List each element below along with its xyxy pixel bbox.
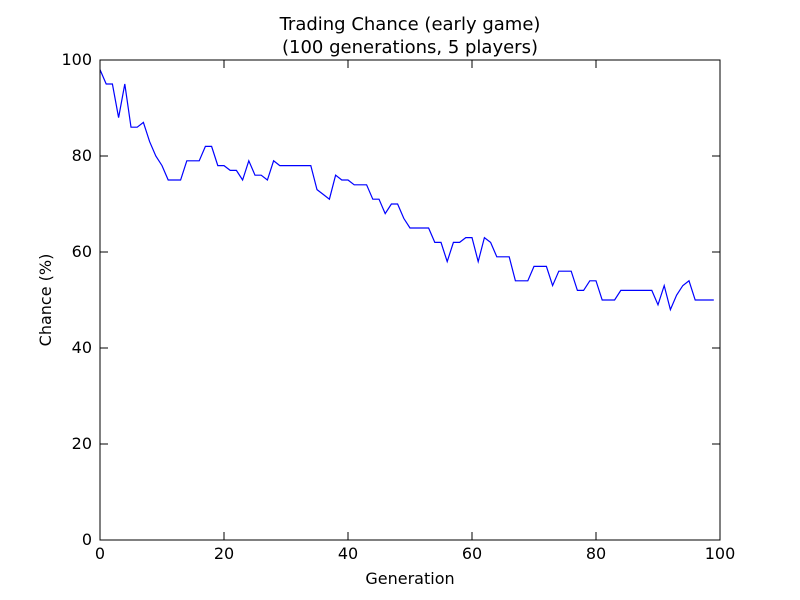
- x-tick-label: 100: [705, 544, 736, 563]
- series-line-0: [99, 69, 714, 312]
- x-tick-label: 40: [338, 544, 358, 563]
- x-tick-label: 80: [586, 544, 606, 563]
- x-tick-label: 0: [95, 544, 105, 563]
- y-tick-label: 80: [72, 146, 92, 165]
- x-tick-label: 20: [214, 544, 234, 563]
- plot-frame: [99, 59, 721, 541]
- chart-title: Trading Chance (early game): [279, 14, 541, 35]
- y-tick-label: 40: [72, 338, 92, 357]
- y-tick-label: 60: [72, 242, 92, 261]
- y-tick-label: 100: [61, 50, 92, 69]
- chart-subtitle: (100 generations, 5 players): [282, 37, 538, 58]
- y-tick-label: 0: [82, 530, 92, 549]
- plot-area: 0 20 40 60 80 100 0 20 40 60 80 100: [61, 50, 735, 563]
- y-tick-label: 20: [72, 434, 92, 453]
- y-axis-label: Chance (%): [36, 254, 55, 347]
- x-tick-label: 60: [462, 544, 482, 563]
- x-axis-label: Generation: [365, 569, 454, 588]
